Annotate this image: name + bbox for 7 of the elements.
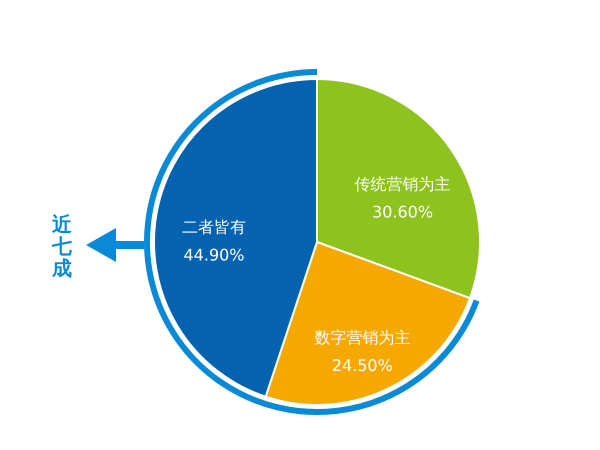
data-label: 44.90% [184,245,245,264]
slice-label: 传统营销为主 [354,174,451,194]
data-label: 24.50% [332,356,393,375]
slice-label: 二者皆有 [182,217,246,236]
text: 近七成 [52,212,73,280]
data-label: 30.60% [372,202,434,222]
slice-label: 数字营销为主 [314,328,410,347]
